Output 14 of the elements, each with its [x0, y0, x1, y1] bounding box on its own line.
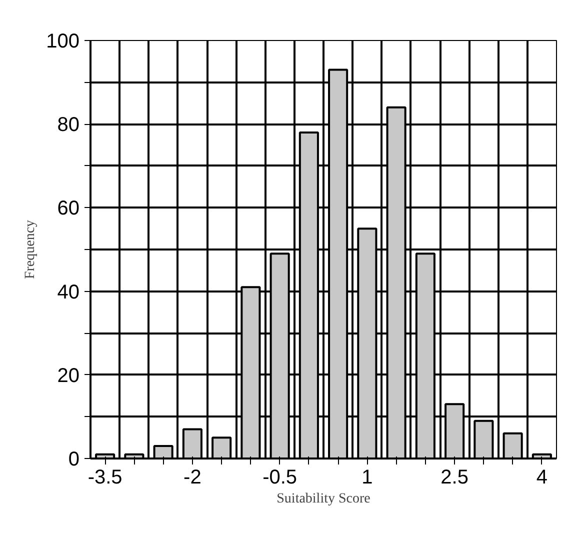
x-tick-label: -2 — [184, 466, 202, 488]
y-tick-label: 40 — [57, 281, 80, 304]
y-tick-label: 20 — [57, 364, 80, 387]
x-tick-label: 2.5 — [440, 466, 468, 488]
y-tick-label: 60 — [57, 198, 80, 220]
y-tick-label: 0 — [68, 448, 80, 470]
x-axis-title: Suitability Score — [276, 492, 370, 506]
y-tick-label: 100 — [46, 30, 80, 52]
x-tick-label: -0.5 — [262, 466, 298, 488]
y-axis-title: Frequency — [23, 220, 38, 280]
x-tick-label: 4 — [536, 466, 548, 488]
x-tick-label: 1 — [362, 466, 373, 488]
x-tick-label: -3.5 — [88, 466, 122, 488]
y-tick-label: 80 — [57, 114, 80, 136]
